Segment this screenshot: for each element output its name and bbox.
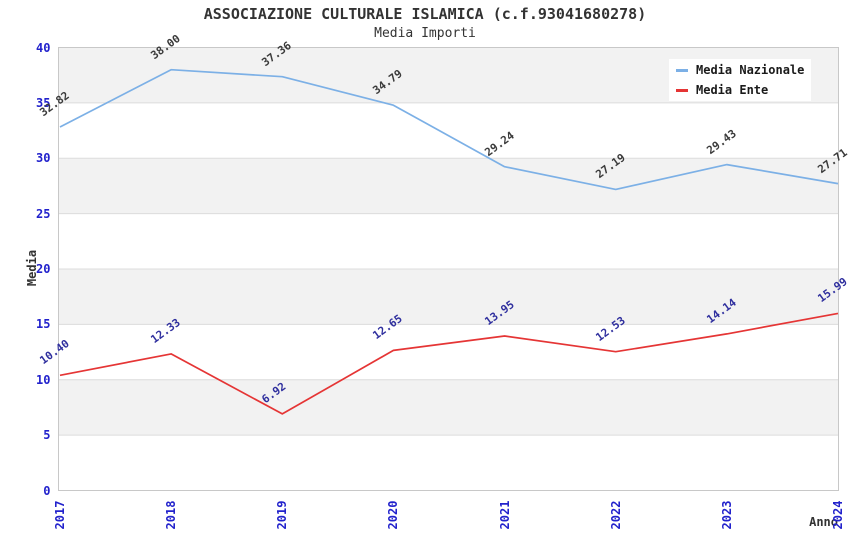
y-tick-label: 20 — [36, 262, 51, 276]
legend-item-media-ente: Media Ente — [669, 82, 811, 98]
legend-line-sample-icon — [676, 88, 688, 92]
series-line-media-nazionale — [59, 68, 839, 191]
x-tick-label: 2017 — [53, 500, 67, 530]
chart-subtitle: Media Importi — [374, 26, 476, 41]
grid-band — [58, 324, 839, 380]
chart-title: ASSOCIAZIONE CULTURALE ISLAMICA (c.f.930… — [203, 5, 647, 23]
legend-label: Media Ente — [696, 83, 769, 97]
x-tick-label: 2018 — [164, 500, 179, 530]
y-tick-label: 40 — [36, 40, 51, 55]
y-tick-label: 30 — [36, 151, 51, 166]
y-tick-label: 25 — [36, 206, 51, 221]
y-tick-label: 15 — [36, 317, 51, 332]
grid-band — [58, 158, 839, 214]
x-tick-label: 2024 — [831, 500, 845, 530]
series-line-media-ente — [59, 312, 839, 415]
grid-band — [58, 213, 839, 269]
legend: Media Nazionale Media Ente — [669, 59, 811, 101]
y-tick-label: 0 — [43, 483, 51, 498]
legend-item-media-nazionale: Media Nazionale — [669, 62, 811, 78]
x-tick-label: 2019 — [275, 500, 290, 530]
x-tick-label: 2022 — [608, 500, 623, 530]
y-tick-label: 10 — [36, 372, 51, 387]
grid-band — [58, 269, 839, 325]
legend-line-sample-icon — [676, 68, 688, 72]
x-tick-label: 2021 — [497, 500, 512, 530]
x-tick-label: 2020 — [386, 500, 401, 530]
y-tick-label: 5 — [43, 428, 51, 443]
grid-band — [58, 435, 839, 491]
x-axis-title: Anno — [809, 515, 838, 529]
plot-border — [58, 47, 839, 491]
legend-label: Media Nazionale — [696, 63, 805, 77]
x-tick-label: 2023 — [719, 500, 734, 530]
grid-band — [58, 379, 839, 436]
y-tick-label: 35 — [36, 95, 51, 110]
grid-band — [58, 102, 839, 159]
